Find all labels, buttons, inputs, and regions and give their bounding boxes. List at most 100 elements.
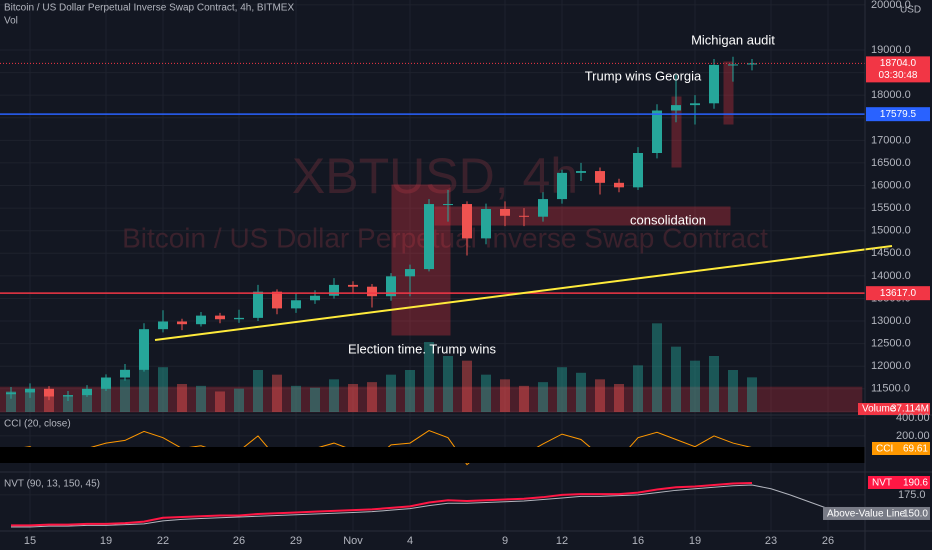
volume-bar xyxy=(747,377,757,412)
candle-body xyxy=(576,171,586,173)
candle-body xyxy=(481,209,491,239)
candle-body xyxy=(500,209,510,216)
candle-body xyxy=(310,295,320,301)
candle-body xyxy=(424,204,434,270)
annotation: Michigan audit xyxy=(691,32,775,47)
nvt-name: NVT xyxy=(872,478,892,489)
x-tick-label: 16 xyxy=(632,535,644,547)
x-tick-label: 26 xyxy=(233,535,245,547)
cci-mask xyxy=(0,447,865,463)
cci-last: 69.61 xyxy=(903,444,928,455)
candle-body xyxy=(120,369,130,378)
candle-body xyxy=(728,64,738,66)
volume-bar xyxy=(405,370,415,412)
candle-body xyxy=(614,182,624,188)
above-name: Above-Value Line xyxy=(827,509,906,520)
candle-body xyxy=(272,291,282,309)
volume-badge xyxy=(858,403,930,415)
x-tick-label: 9 xyxy=(502,535,508,547)
annotation: consolidation xyxy=(630,212,706,227)
candle-body xyxy=(63,395,73,397)
candle-body xyxy=(405,269,415,277)
countdown-label: 03:30:48 xyxy=(879,70,918,81)
volume-bar xyxy=(576,372,586,412)
volume-bar xyxy=(652,323,662,412)
volume-bar xyxy=(424,342,434,412)
candle-body xyxy=(519,215,529,217)
volume-bar xyxy=(291,385,301,412)
x-tick-label: 19 xyxy=(100,535,112,547)
volume-bar xyxy=(481,374,491,412)
volume-bar xyxy=(709,356,719,412)
y-tick-label: 19000.0 xyxy=(871,44,911,56)
above-last: 150.0 xyxy=(903,509,928,520)
candle-body xyxy=(291,300,301,309)
volume-bar xyxy=(386,374,396,412)
volume-bar xyxy=(614,384,624,412)
volume-bar xyxy=(671,346,681,412)
candle-body xyxy=(747,63,757,65)
x-tick-label: 12 xyxy=(556,535,568,547)
y-tick-label: 13000.0 xyxy=(871,315,911,327)
x-tick-label: 22 xyxy=(157,535,169,547)
candle-body xyxy=(348,284,358,287)
candle-body xyxy=(652,110,662,153)
x-tick-label: 23 xyxy=(765,535,777,547)
volume-bar xyxy=(595,379,605,412)
y-tick-label: 12500.0 xyxy=(871,338,911,350)
volume-bar xyxy=(367,382,377,412)
x-tick-label: 29 xyxy=(290,535,302,547)
candle-body xyxy=(690,103,700,106)
volume-bar xyxy=(234,388,244,412)
volume-bar xyxy=(443,356,453,412)
volume-bar xyxy=(25,388,35,412)
candle-body xyxy=(329,284,339,296)
nvt-badge xyxy=(868,475,930,489)
level-label: 13617.0 xyxy=(880,288,917,299)
volume-bar xyxy=(6,391,16,412)
x-tick-label: 19 xyxy=(689,535,701,547)
candle-body xyxy=(557,172,567,200)
volume-bar xyxy=(272,374,282,412)
candle-body xyxy=(25,388,35,393)
candle-body xyxy=(709,64,719,104)
currency: USD xyxy=(900,5,921,16)
x-tick-label: Nov xyxy=(343,535,363,547)
y-tick-label: 11500.0 xyxy=(871,383,910,395)
candle-body xyxy=(82,388,92,396)
volume-bar xyxy=(158,367,168,412)
election-box xyxy=(391,184,451,336)
header-title: Bitcoin / US Dollar Perpetual Inverse Sw… xyxy=(4,3,294,14)
candle-body xyxy=(158,321,168,330)
marks xyxy=(0,56,865,528)
above-badge xyxy=(823,506,930,520)
annotation: Trump wins Georgia xyxy=(585,68,702,83)
above-value-line xyxy=(11,484,848,528)
volume-bar xyxy=(139,354,149,412)
volume-name: Volume xyxy=(862,404,896,415)
y-tick-label: 17000.0 xyxy=(871,134,911,146)
candle-body xyxy=(671,105,681,111)
cci-tick-label: 400.00 xyxy=(896,412,930,424)
candle-body xyxy=(44,388,54,397)
volume-bar xyxy=(310,387,320,412)
candle-body xyxy=(215,315,225,320)
cci-name: CCI xyxy=(876,444,893,455)
y-tick-label: 12000.0 xyxy=(871,360,911,372)
volume-bar xyxy=(500,379,510,412)
volume-bar xyxy=(215,391,225,412)
watermark-symbol: XBTUSD, 4h xyxy=(292,148,578,204)
volume-bar xyxy=(348,384,358,412)
last-price-label: 18704.0 xyxy=(880,58,917,69)
watermark-name: Bitcoin / US Dollar Perpetual Inverse Sw… xyxy=(122,222,768,253)
volume-last: 37.114M xyxy=(891,404,929,415)
volume-bar xyxy=(253,370,263,412)
candle-body xyxy=(139,329,149,370)
volume-bar xyxy=(63,395,73,412)
candle-body xyxy=(234,317,244,320)
y-tick-label: 14000.0 xyxy=(871,270,911,282)
candle-body xyxy=(367,286,377,297)
y-tick-label: 18000.0 xyxy=(871,89,911,101)
x-tick-label: 26 xyxy=(822,535,834,547)
